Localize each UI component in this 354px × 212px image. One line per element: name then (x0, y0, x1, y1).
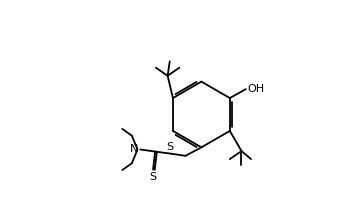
Text: OH: OH (247, 84, 264, 94)
Text: N: N (130, 144, 139, 155)
Text: S: S (149, 172, 156, 182)
Text: S: S (167, 142, 174, 152)
